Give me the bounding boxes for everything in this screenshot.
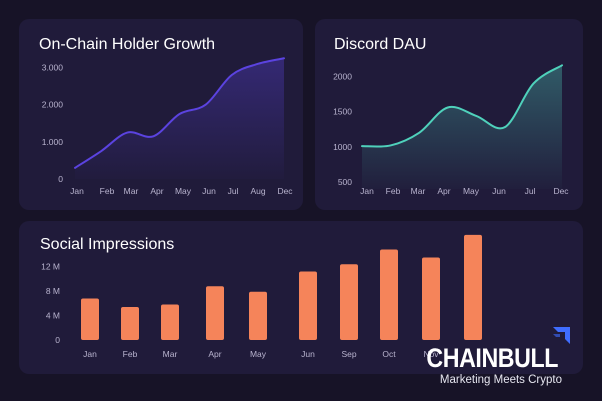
impressions-xtick-2: Mar [163, 349, 178, 359]
impressions-bar-5 [299, 271, 317, 340]
holders-xtick-3: Apr [150, 186, 163, 196]
holders-xtick-8: Dec [277, 186, 293, 196]
impressions-bar-6 [340, 264, 358, 340]
impressions-xtick-7: Oct [382, 349, 396, 359]
impressions-bar-4 [249, 291, 267, 340]
discord-area [362, 65, 562, 189]
brand-name: CHAINBULL [426, 343, 558, 373]
social-impressions-chart: 0 4 M 8 M 12 M Jan Feb Mar Apr May Jun Sep Oct Nov [41, 234, 482, 359]
discord-ytick-0: 500 [338, 177, 352, 187]
holders-ytick-3: 3.000 [42, 63, 64, 73]
impressions-ytick-0: 0 [55, 335, 60, 345]
impressions-bar-9 [464, 234, 482, 340]
discord-xtick-6: Jul [525, 186, 536, 196]
holders-xtick-4: May [175, 186, 192, 196]
impressions-ytick-3: 12 M [41, 262, 60, 272]
discord-xtick-1: Feb [386, 186, 401, 196]
impressions-xtick-5: Jun [301, 349, 315, 359]
social-impressions-title: Social Impressions [40, 236, 175, 253]
upward-arrow-icon [553, 327, 570, 344]
brand-tagline: Marketing Meets Crypto [439, 374, 562, 386]
holder-growth-title: On-Chain Holder Growth [39, 36, 216, 53]
impressions-xtick-3: Apr [208, 349, 221, 359]
discord-xtick-3: Apr [437, 186, 450, 196]
impressions-xtick-1: Feb [123, 349, 138, 359]
holder-growth-card: On-Chain Holder Growth 0 1.000 2.000 3.000 J… [19, 19, 303, 210]
holders-ytick-1: 1.000 [42, 137, 64, 147]
holders-ytick-2: 2.000 [42, 100, 64, 110]
holder-growth-chart: 0 1.000 2.000 3.000 Jan Feb Mar Apr May Jun Jul Aug… [42, 57, 293, 196]
discord-dau-title: Discord DAU [334, 36, 427, 53]
impressions-xtick-8: Nov [423, 349, 439, 359]
holders-xtick-7: Aug [250, 186, 265, 196]
discord-dau-chart: 500 1000 1500 2000 Jan Feb Mar Apr May Jun Jul Dec [333, 64, 569, 196]
holders-xtick-5: Jun [202, 186, 216, 196]
holders-area [75, 58, 284, 179]
impressions-ytick-2: 8 M [46, 286, 60, 296]
impressions-xtick-0: Jan [83, 349, 97, 359]
impressions-bar-7 [380, 249, 398, 340]
discord-ytick-3: 2000 [333, 72, 352, 82]
impressions-bar-8 [422, 257, 440, 340]
impressions-bar-3 [206, 286, 224, 340]
discord-ytick-2: 1500 [333, 107, 352, 117]
holders-xtick-1: Feb [100, 186, 115, 196]
impressions-bar-2 [161, 304, 179, 340]
discord-xtick-0: Jan [360, 186, 374, 196]
discord-xtick-5: Jun [492, 186, 506, 196]
discord-line [361, 64, 563, 148]
discord-dau-card: Discord DAU 500 1000 1500 2000 Jan Feb Mar Apr M… [315, 19, 583, 210]
discord-xtick-4: May [463, 186, 480, 196]
impressions-xtick-6: Sep [341, 349, 356, 359]
discord-xtick-7: Dec [553, 186, 569, 196]
holders-xtick-6: Jul [228, 186, 239, 196]
impressions-ytick-1: 4 M [46, 311, 60, 321]
brand-logo: CHAINBULL Marketing Meets Crypto [426, 327, 586, 389]
holders-ytick-0: 0 [58, 174, 63, 184]
impressions-bar-0 [81, 298, 99, 340]
holders-xtick-0: Jan [70, 186, 84, 196]
discord-ytick-1: 1000 [333, 142, 352, 152]
holders-xtick-2: Mar [124, 186, 139, 196]
social-impressions-card: Social Impressions 0 4 M 8 M 12 M Jan Feb Mar A… [19, 221, 583, 374]
impressions-bar-1 [121, 307, 139, 340]
discord-xtick-2: Mar [411, 186, 426, 196]
impressions-xtick-4: May [250, 349, 267, 359]
